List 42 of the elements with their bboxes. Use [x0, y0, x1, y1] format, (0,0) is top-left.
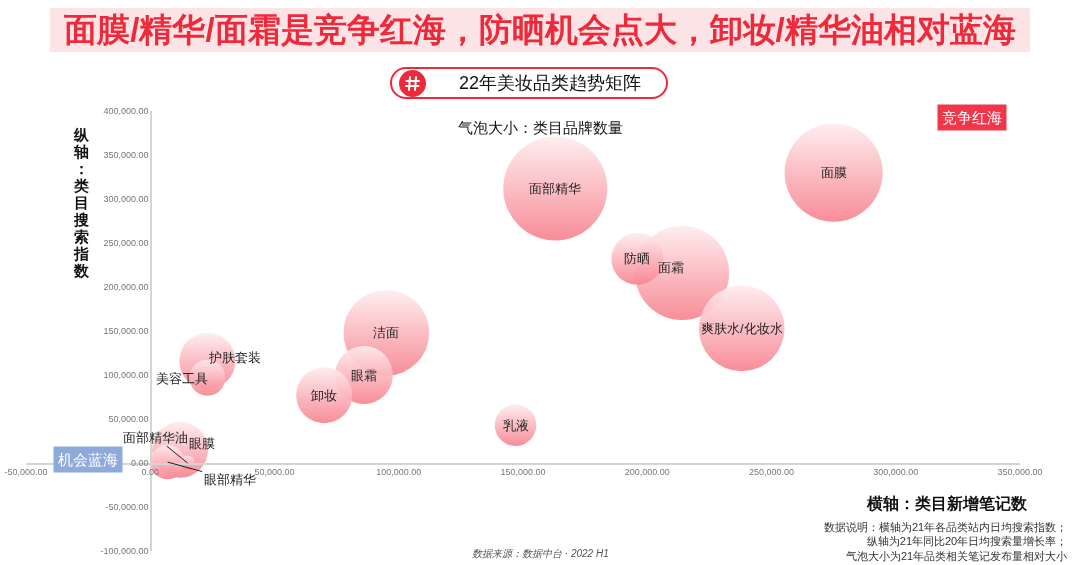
x-tick-label: 350,000.00: [997, 467, 1043, 478]
y-tick-label: 400,000.00: [103, 106, 149, 117]
chart-subtitle: 22年美妆品类趋势矩阵: [458, 72, 642, 95]
x-tick-label: 50,000.00: [254, 467, 295, 478]
y-tick-label: 200,000.00: [103, 282, 149, 293]
x-axis-title: 横轴：类目新增笔记数: [866, 495, 1028, 512]
annotation: 数据来源：数据中台 · 2022 H1: [472, 548, 609, 559]
x-tick-label: 300,000.00: [873, 467, 919, 478]
annotation: 眼部精华: [204, 472, 256, 487]
annotation: 乳液: [503, 418, 529, 433]
annotation: 美容工具: [156, 371, 208, 386]
annotation: 爽肤水/化妆水: [701, 321, 783, 336]
annotation: 机会蓝海: [58, 451, 118, 468]
y-tick-label: 0.00: [130, 458, 149, 469]
y-tick-label: 150,000.00: [103, 326, 149, 337]
annotation: 护肤套装: [208, 350, 261, 365]
annotation: 洁面: [373, 325, 399, 340]
annotation: 面膜: [821, 165, 847, 180]
y-tick-label: 250,000.00: [103, 238, 149, 249]
annotation: 眼膜: [189, 436, 215, 451]
chart-title: 面膜/精华/面霜是竞争红海，防晒机会点大，卸妆/精华油相对蓝海: [50, 8, 1030, 52]
y-tick-label: 300,000.00: [103, 194, 149, 205]
x-tick-label: -50,000.00: [4, 467, 48, 478]
annotation: 气泡大小：类目品牌数量: [458, 119, 623, 136]
annotation: 面部精华: [529, 181, 581, 196]
annotation: 数据说明：横轴为21年各品类站内日均搜索指数；纵轴为21年同比20年日均搜索量增长率；气泡大小为21年品类相关笔记发布量相对大小: [824, 521, 1068, 562]
y-tick-label: 350,000.00: [103, 150, 149, 161]
y-tick-label: 100,000.00: [103, 370, 149, 381]
annotation: 面部精华油: [123, 430, 188, 445]
annotation: 竞争红海: [942, 109, 1002, 126]
annotation: 面霜: [658, 260, 684, 275]
x-tick-label: 100,000.00: [376, 467, 422, 478]
annotation: 卸妆: [311, 388, 337, 403]
x-tick-label: 250,000.00: [748, 467, 795, 478]
text: 纵轴：类目搜索指数: [73, 126, 89, 279]
y-tick-label: -100,000.00: [100, 546, 149, 557]
x-tick-label: 150,000.00: [500, 467, 546, 478]
y-tick-label: 50,000.00: [108, 414, 149, 425]
annotation: 眼霜: [351, 368, 377, 383]
annotation: 防晒: [624, 251, 650, 266]
y-tick-label: -50,000.00: [105, 502, 149, 513]
x-tick-label: 200,000.00: [624, 467, 670, 478]
